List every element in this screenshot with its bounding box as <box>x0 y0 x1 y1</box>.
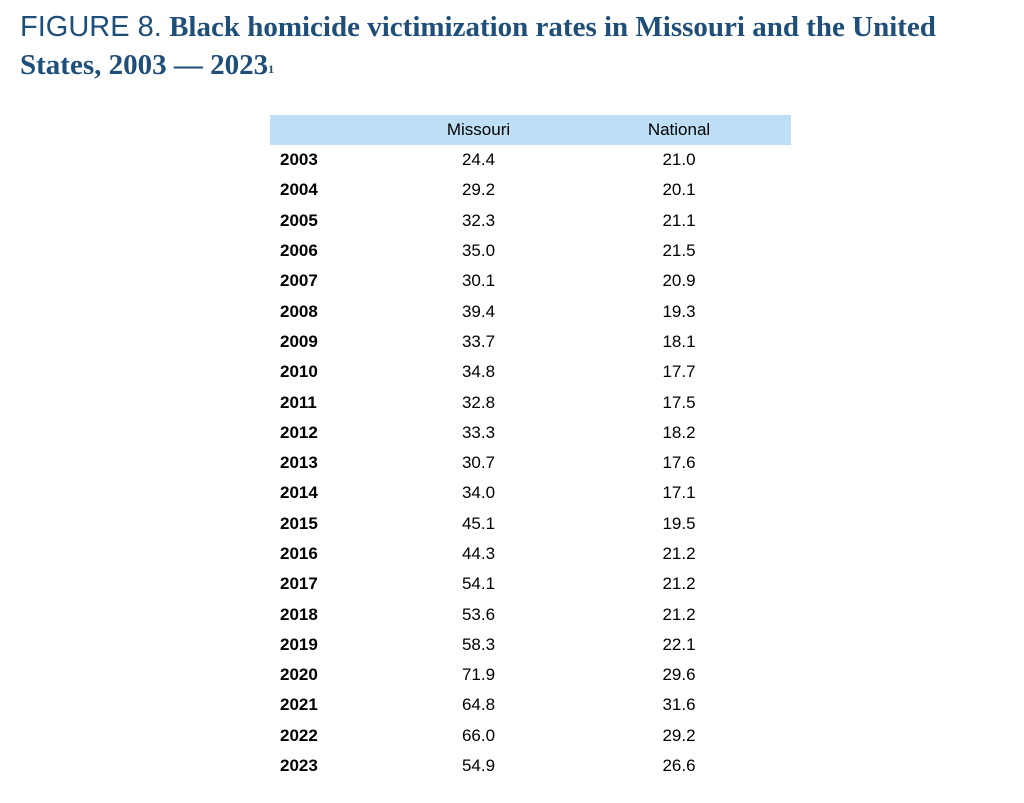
table-header-row: Missouri National <box>270 115 791 145</box>
year-cell: 2023 <box>280 756 318 776</box>
missouri-cell: 32.3 <box>461 210 496 230</box>
table-row: 2012 33.3 18.2 <box>270 418 791 448</box>
table-row: 2008 39.4 19.3 <box>270 296 791 326</box>
year-cell: 2013 <box>280 453 318 473</box>
year-cell: 2017 <box>280 574 318 594</box>
national-cell: 17.7 <box>662 362 696 382</box>
table-body: 2003 24.4 21.0 2004 29.2 20.1 2005 32.3 21.1 2006… <box>270 145 791 781</box>
missouri-cell: 30.1 <box>461 271 496 291</box>
year-cell: 2006 <box>280 241 318 261</box>
national-cell: 21.5 <box>662 241 696 261</box>
table-row: 2006 35.0 21.5 <box>270 236 791 266</box>
table-row: 2022 66.0 29.2 <box>270 721 791 751</box>
missouri-cell: 33.3 <box>461 422 496 442</box>
header-year <box>270 115 390 145</box>
missouri-cell: 54.1 <box>461 574 496 594</box>
year-cell: 2011 <box>280 392 317 412</box>
national-cell: 20.1 <box>662 180 696 200</box>
figure-title-text: Black homicide victimization rates in Mi… <box>20 11 936 81</box>
table-row: 2021 64.8 31.6 <box>270 690 791 720</box>
table-row: 2009 33.7 18.1 <box>270 327 791 357</box>
table-row: 2019 58.3 22.1 <box>270 630 791 660</box>
table-row: 2016 44.3 21.2 <box>270 539 791 569</box>
missouri-cell: 30.7 <box>461 453 496 473</box>
missouri-cell: 33.7 <box>461 331 496 351</box>
missouri-cell: 34.8 <box>461 362 496 382</box>
homicide-rates-table: Missouri National 2003 24.4 21.0 2004 29.2 20… <box>270 115 791 781</box>
table-row: 2014 34.0 17.1 <box>270 478 791 508</box>
national-cell: 31.6 <box>662 695 696 715</box>
missouri-cell: 66.0 <box>461 725 496 745</box>
national-cell: 21.1 <box>662 210 696 230</box>
national-cell: 21.2 <box>662 574 696 594</box>
national-cell: 20.9 <box>662 271 696 291</box>
missouri-cell: 34.0 <box>461 483 496 503</box>
missouri-cell: 64.8 <box>461 695 496 715</box>
missouri-cell: 44.3 <box>461 544 496 563</box>
national-cell: 26.6 <box>662 756 696 776</box>
year-cell: 2021 <box>280 695 318 715</box>
year-cell: 2018 <box>280 604 318 624</box>
national-cell: 17.5 <box>662 392 696 412</box>
missouri-cell: 29.2 <box>461 180 496 200</box>
year-cell: 2007 <box>280 271 318 291</box>
missouri-cell: 45.1 <box>461 513 496 533</box>
missouri-cell: 58.3 <box>461 634 496 654</box>
table-row: 2023 54.9 26.6 <box>270 751 791 781</box>
table-row: 2013 30.7 17.6 <box>270 448 791 478</box>
national-cell: 22.1 <box>662 634 696 654</box>
year-cell: 2005 <box>280 210 318 230</box>
figure-label: FIGURE 8. <box>20 11 162 43</box>
missouri-cell: 54.9 <box>461 756 496 776</box>
national-cell: 21.2 <box>662 544 696 563</box>
missouri-cell: 39.4 <box>461 301 496 321</box>
year-cell: 2010 <box>280 362 318 382</box>
missouri-cell: 35.0 <box>461 241 496 261</box>
missouri-cell: 71.9 <box>461 665 496 685</box>
table-row: 2011 32.8 17.5 <box>270 387 791 417</box>
figure-title: FIGURE 8. Black homicide victimization r… <box>20 8 1010 84</box>
national-cell: 21.0 <box>662 150 696 170</box>
national-cell: 17.1 <box>662 483 696 503</box>
footnote-marker: 1 <box>268 62 275 76</box>
header-national: National <box>567 115 791 145</box>
table-row: 2004 29.2 20.1 <box>270 175 791 205</box>
table-row: 2010 34.8 17.7 <box>270 357 791 387</box>
table-row: 2017 54.1 21.2 <box>270 569 791 599</box>
table-row: 2005 32.3 21.1 <box>270 206 791 236</box>
national-cell: 18.1 <box>662 331 696 351</box>
national-cell: 18.2 <box>662 422 696 442</box>
year-cell: 2019 <box>280 634 318 654</box>
national-cell: 29.6 <box>662 665 696 685</box>
missouri-cell: 53.6 <box>461 604 496 624</box>
table-row: 2015 45.1 19.5 <box>270 509 791 539</box>
missouri-cell: 32.8 <box>461 392 496 412</box>
national-cell: 19.5 <box>662 513 696 533</box>
year-cell: 2015 <box>280 513 318 533</box>
year-cell: 2020 <box>280 665 318 685</box>
year-cell: 2003 <box>280 150 318 170</box>
national-cell: 21.2 <box>662 604 696 624</box>
table-row: 2018 53.6 21.2 <box>270 599 791 629</box>
year-cell: 2004 <box>280 180 318 200</box>
missouri-cell: 24.4 <box>461 150 496 170</box>
year-cell: 2022 <box>280 725 318 745</box>
national-cell: 17.6 <box>662 453 696 473</box>
header-missouri: Missouri <box>390 115 567 145</box>
table-row: 2003 24.4 21.0 <box>270 145 791 175</box>
year-cell: 2016 <box>280 544 318 563</box>
national-cell: 29.2 <box>662 725 696 745</box>
year-cell: 2009 <box>280 331 318 351</box>
year-cell: 2012 <box>280 422 318 442</box>
year-cell: 2014 <box>280 483 318 503</box>
national-cell: 19.3 <box>662 301 696 321</box>
table-row: 2007 30.1 20.9 <box>270 266 791 296</box>
table-row: 2020 71.9 29.6 <box>270 660 791 690</box>
year-cell: 2008 <box>280 301 318 321</box>
